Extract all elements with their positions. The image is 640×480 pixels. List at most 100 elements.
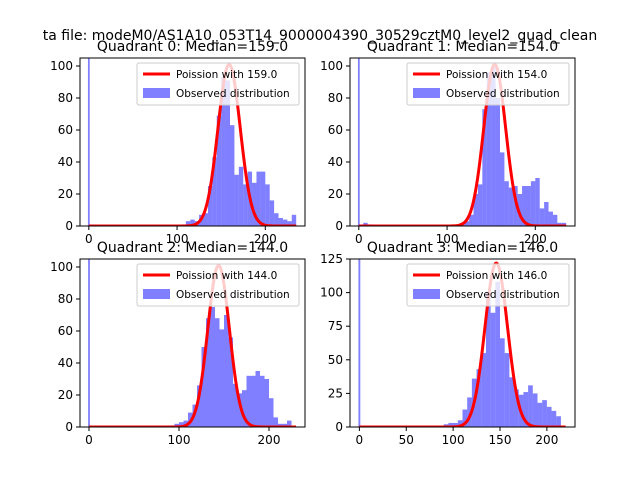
histogram-bar bbox=[278, 218, 283, 226]
histogram-bar bbox=[237, 393, 242, 427]
histogram-spike-bar bbox=[358, 259, 361, 427]
legend: Poission with 144.0 Observed distribution bbox=[136, 263, 300, 307]
histogram-bar bbox=[500, 338, 505, 427]
plot-area bbox=[358, 259, 567, 427]
x-tick-label: 200 bbox=[524, 232, 547, 246]
histogram-bar bbox=[221, 77, 226, 226]
histogram-bar bbox=[243, 184, 248, 226]
chart-panel-0: 0 100 200 0 20 40 60 80 100 Quadrant 0: Median=15… bbox=[50, 39, 306, 246]
histogram-bar bbox=[273, 417, 278, 427]
y-tick-label: 80 bbox=[58, 292, 73, 306]
histogram-bar bbox=[546, 406, 552, 427]
histogram-bar bbox=[462, 409, 468, 427]
histogram-bar bbox=[508, 187, 514, 226]
x-tick-label: 150 bbox=[489, 433, 512, 447]
figure-suptitle: ta file: modeM0/AS1A10_053T14_9000004390… bbox=[43, 28, 597, 44]
legend-label-poisson: Poission with 144.0 bbox=[176, 270, 277, 282]
x-tick-label: 100 bbox=[436, 232, 459, 246]
legend: Poission with 146.0 Observed distribution bbox=[406, 263, 570, 307]
legend-label-observed: Observed distribution bbox=[446, 88, 560, 100]
histogram-bar bbox=[274, 213, 279, 226]
histogram-bar bbox=[206, 318, 211, 427]
histogram-bar bbox=[500, 152, 505, 226]
histogram-bar bbox=[486, 72, 492, 226]
histogram-bar bbox=[509, 377, 515, 427]
legend-bar-swatch bbox=[413, 289, 440, 299]
axes-frame bbox=[349, 57, 576, 227]
x-tick-label: 50 bbox=[399, 433, 414, 447]
chart-panel-2: 0 100 200 0 20 40 60 80 100 Quadrant 2: Median=14… bbox=[50, 240, 306, 447]
histogram-bar bbox=[477, 184, 483, 226]
y-tick-label: 40 bbox=[58, 356, 73, 370]
chart-panel-3: 0 50 100 150 200 0 25 50 75 100 125 Quadrant 3: Med… bbox=[320, 240, 576, 447]
histogram-bar bbox=[233, 383, 238, 427]
legend-bar-swatch bbox=[143, 289, 170, 299]
y-tick-label: 75 bbox=[328, 319, 343, 333]
histogram-bar bbox=[526, 186, 531, 226]
histogram-bar bbox=[174, 423, 179, 427]
histogram-bar bbox=[491, 67, 496, 226]
y-tick-label: 100 bbox=[50, 59, 73, 73]
panel-title: Quadrant 3: Median=146.0 bbox=[367, 240, 558, 256]
histogram-bar bbox=[224, 315, 229, 427]
y-tick-label: 80 bbox=[58, 91, 73, 105]
y-tick-label: 20 bbox=[328, 187, 343, 201]
y-tick-label: 100 bbox=[50, 260, 73, 274]
histogram-bar bbox=[517, 194, 523, 226]
histogram-bar bbox=[252, 182, 257, 226]
histogram-bar bbox=[287, 420, 292, 427]
x-tick-label: 0 bbox=[85, 433, 93, 447]
y-tick-label: 0 bbox=[335, 219, 343, 233]
axes-frame bbox=[79, 57, 306, 227]
legend: Poission with 154.0 Observed distribution bbox=[406, 62, 570, 106]
histogram-bar bbox=[532, 393, 538, 427]
histogram-bar bbox=[179, 422, 184, 427]
poisson-curve bbox=[88, 62, 297, 226]
histogram-bar bbox=[264, 379, 269, 427]
x-tick-label: 0 bbox=[85, 232, 93, 246]
histogram-bar bbox=[504, 181, 509, 226]
histogram-bar bbox=[363, 222, 368, 226]
y-tick-label: 25 bbox=[328, 386, 343, 400]
histogram-bar bbox=[490, 312, 496, 427]
x-tick-label: 200 bbox=[535, 433, 558, 447]
y-tick-label: 0 bbox=[65, 219, 73, 233]
histogram-bar bbox=[269, 200, 275, 226]
histogram-bar bbox=[282, 219, 288, 226]
histogram-bar bbox=[207, 186, 213, 226]
y-tick-label: 0 bbox=[335, 420, 343, 434]
x-tick-label: 200 bbox=[254, 232, 277, 246]
histogram-bar bbox=[523, 392, 529, 427]
histogram-bar bbox=[242, 390, 247, 427]
histogram-bar bbox=[457, 420, 463, 427]
histogram-bar bbox=[551, 410, 557, 427]
x-tick-label: 100 bbox=[168, 433, 191, 447]
histogram-bar bbox=[260, 171, 266, 226]
histogram-bar bbox=[269, 398, 274, 427]
histogram-bar bbox=[212, 157, 217, 226]
histogram-bar bbox=[528, 385, 533, 427]
y-tick-label: 50 bbox=[328, 353, 343, 367]
axes-frame bbox=[79, 258, 306, 428]
histogram-bar bbox=[238, 166, 244, 226]
legend-bar-swatch bbox=[413, 88, 440, 98]
plot-area bbox=[357, 58, 567, 226]
histogram-bar bbox=[225, 80, 230, 226]
histogram-bar bbox=[504, 353, 510, 427]
histogram-bar bbox=[476, 369, 482, 427]
histogram-bar bbox=[219, 329, 224, 427]
histogram-bar bbox=[203, 213, 208, 226]
legend-label-observed: Observed distribution bbox=[176, 289, 290, 301]
legend-box bbox=[406, 263, 570, 307]
y-tick-label: 100 bbox=[320, 286, 343, 300]
y-tick-label: 125 bbox=[320, 252, 343, 266]
histogram-bar bbox=[201, 347, 206, 427]
histogram-bar bbox=[548, 211, 553, 226]
x-tick-label: 100 bbox=[442, 433, 465, 447]
histogram-bar bbox=[210, 307, 215, 427]
histogram-bar bbox=[291, 214, 297, 226]
panel-title: Quadrant 0: Median=159.0 bbox=[97, 39, 288, 55]
histogram-bar bbox=[542, 400, 547, 427]
histogram-bar bbox=[464, 221, 470, 226]
